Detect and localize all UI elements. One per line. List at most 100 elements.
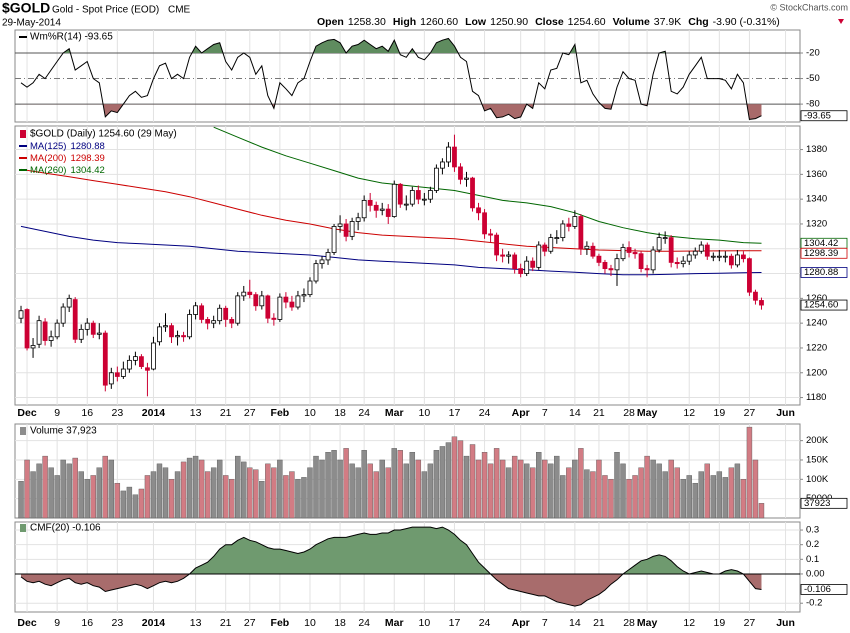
x-tick-label: 9 [54, 617, 60, 629]
candle-body [72, 299, 78, 340]
negative-fill [21, 573, 762, 607]
x-tick-label: 24 [358, 407, 370, 419]
volume-bar [229, 479, 235, 519]
volume-bar [379, 459, 385, 519]
volume-bar [295, 479, 301, 519]
candle-body [235, 295, 241, 324]
y-tick-label: 1220 [806, 342, 827, 353]
volume-bar [680, 479, 686, 519]
y-tick-label: 1200 [806, 367, 827, 378]
cmf-line [20, 526, 762, 607]
volume-bar [674, 467, 680, 519]
candle-body [277, 296, 283, 320]
last-value-label: 1298.39 [804, 248, 838, 259]
candle-body [741, 254, 746, 260]
overbought-fill [21, 38, 762, 53]
volume-bar [126, 486, 133, 519]
volume-bar [259, 481, 265, 519]
candle-body [139, 356, 144, 367]
panel-title: CMF(20) -0.106 [30, 523, 101, 534]
x-tick-label: 2014 [142, 617, 166, 629]
volume-bar [277, 459, 283, 519]
volume-bar [644, 455, 650, 519]
volume-bar [433, 450, 440, 519]
x-tick-label: 24 [479, 407, 491, 419]
candle-body [90, 322, 96, 335]
candle-body [265, 295, 271, 319]
candle-body [102, 332, 108, 386]
volume-bar [319, 459, 325, 519]
candle-body [229, 319, 235, 324]
x-tick-label: Dec [17, 407, 36, 419]
volume-bar [349, 463, 355, 519]
volume-bar [445, 442, 452, 519]
y-tick-label: 1180 [806, 392, 826, 403]
volume-bar [54, 475, 60, 519]
candle-body [319, 259, 325, 265]
volume-bar [481, 452, 488, 519]
y-tick-label: 200K [806, 435, 829, 446]
volume-bar [325, 452, 331, 519]
candle-body [572, 216, 578, 227]
legend-entry: MA(200) 1298.39 [30, 153, 105, 164]
symbol: $GOLD [2, 0, 50, 16]
x-tick-label: 16 [81, 407, 93, 419]
quote-label: Volume [613, 16, 650, 28]
volume-bar [415, 459, 422, 519]
legend-value: 1280.88 [70, 141, 104, 152]
candle-body [427, 190, 433, 200]
candle-body [379, 208, 385, 211]
volume-bar [722, 477, 729, 519]
volume-bar [608, 479, 614, 519]
candle-body [500, 254, 506, 257]
candle-body [433, 167, 439, 191]
candle-body [632, 252, 638, 255]
candle-body [259, 295, 265, 307]
last-value-label: -0.106 [804, 584, 831, 595]
y-tick-label: 0.2 [806, 539, 819, 550]
y-tick-label: 0.00 [806, 568, 825, 579]
x-tick-label: Apr [512, 617, 530, 629]
candle-body [60, 306, 66, 324]
volume-bar [602, 475, 608, 519]
y-tick-label: -20 [806, 48, 820, 59]
candle-body [397, 183, 403, 205]
legend-swatch [20, 130, 26, 138]
quote-label: Chg [688, 16, 708, 28]
volume-bar [150, 471, 157, 519]
candle-body [108, 372, 114, 385]
volume-bar [752, 459, 759, 519]
last-value-box [800, 497, 848, 509]
candle-body [620, 247, 626, 260]
copyright: © StockCharts.com [770, 2, 848, 12]
volume-bar [710, 475, 717, 519]
volume-bar [114, 482, 121, 519]
candle-body [536, 244, 542, 268]
volume-bar [289, 471, 295, 519]
volume-bar [216, 459, 223, 519]
x-tick-label: 7 [542, 407, 548, 419]
volume-bar [638, 467, 644, 519]
volume-bar [614, 452, 620, 519]
volume-bar [493, 448, 500, 519]
candle-body [24, 309, 30, 349]
volume-bar [265, 463, 271, 519]
volume-bar [192, 455, 199, 519]
volume-bar [572, 459, 578, 519]
x-tick-label: 27 [744, 407, 756, 419]
x-tick-label: 14 [569, 407, 581, 419]
volume-bar [469, 444, 476, 519]
y-tick-label: -50 [806, 73, 820, 84]
candle-body [753, 291, 758, 301]
x-tick-label: 14 [569, 617, 581, 629]
volume-bar [60, 459, 66, 519]
volume-bar [542, 459, 548, 519]
volume-bar [198, 459, 205, 519]
volume-bar [523, 463, 530, 519]
x-tick-label: Mar [385, 617, 404, 629]
candle-body [614, 258, 620, 271]
x-tick-label: Jun [776, 617, 795, 629]
candle-body [241, 291, 247, 297]
candle-body [367, 199, 373, 206]
